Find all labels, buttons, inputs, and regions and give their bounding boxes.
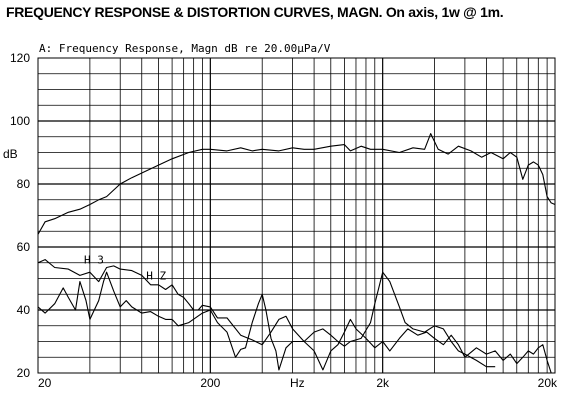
y-tick-label: 80 — [17, 177, 31, 191]
y-tick-label: 120 — [10, 51, 30, 65]
x-tick-labels: 20 200 2k 20k — [38, 376, 558, 390]
annotations: H 3 H Z — [84, 254, 166, 283]
y-tick-labels: 120 100 80 60 40 20 — [10, 51, 30, 380]
x-tick-label: 20 — [38, 376, 52, 390]
grid-lines — [38, 58, 555, 373]
y-tick-label: 100 — [10, 114, 30, 128]
series-line-h3 — [37, 259, 496, 368]
y-tick-label: 40 — [17, 303, 31, 317]
series-line-response — [37, 133, 556, 235]
x-axis-label: Hz — [290, 376, 305, 390]
y-axis-label: dB — [3, 147, 18, 161]
y-tick-label: 20 — [17, 366, 31, 380]
series-group — [37, 133, 556, 374]
y-tick-label: 60 — [17, 240, 31, 254]
series-line-h2 — [37, 271, 552, 374]
chart-subtitle: A: Frequency Response, Magn dB re 20.00µ… — [39, 42, 331, 55]
x-tick-label: 200 — [200, 376, 220, 390]
series-annotation: H Z — [146, 269, 166, 282]
series-annotation: H 3 — [84, 254, 104, 267]
x-tick-label: 2k — [376, 376, 390, 390]
chart-title: FREQUENCY RESPONSE & DISTORTION CURVES, … — [6, 4, 504, 20]
x-tick-label: 20k — [538, 376, 558, 390]
